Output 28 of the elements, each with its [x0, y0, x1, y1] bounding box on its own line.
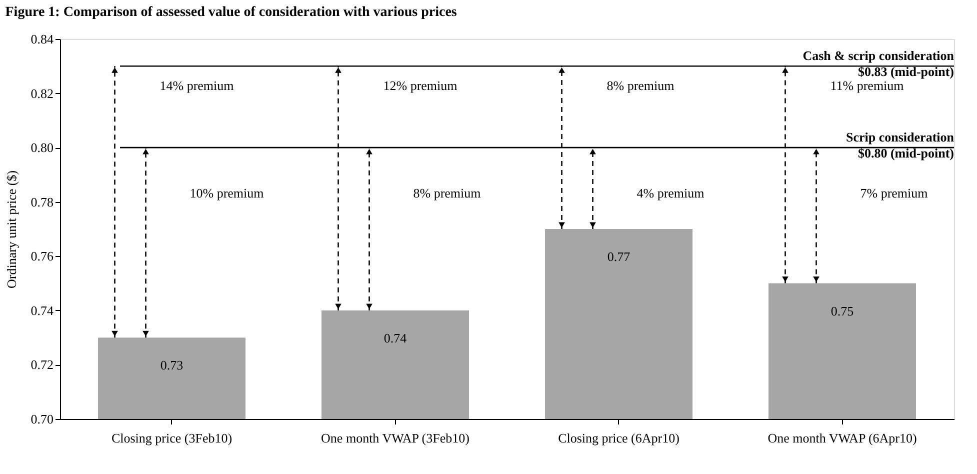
data-label: 0.75 — [830, 303, 854, 318]
annotation: 4% premium — [636, 186, 704, 201]
y-tick-label: 0.70 — [30, 412, 54, 426]
y-tick-label: 0.82 — [30, 86, 54, 101]
data-label: 0.77 — [607, 249, 631, 264]
x-tick-label: Closing price (3Feb10) — [111, 430, 232, 446]
y-tick-label: 0.74 — [30, 302, 54, 318]
annotation: 14% premium — [160, 78, 234, 94]
y-axis-title: Ordinary unit price ($) — [4, 170, 19, 289]
annotation: 11% premium — [830, 78, 904, 94]
x-tick-label: Closing price (6Apr10) — [558, 430, 680, 446]
ref-line-label: Scrip consideration $0.80 (mid-point) — [846, 130, 955, 161]
ref-line-label: Cash & scrip consideration $0.83 (mid-point) — [802, 48, 955, 80]
data-label: 0.73 — [160, 358, 184, 373]
x-tick-label: One month VWAP (3Feb10) — [321, 430, 470, 446]
x-tick-label: One month VWAP (6Apr10) — [768, 430, 917, 446]
chart-title: Figure 1: Comparison of assessed value of consideration with various prices — [5, 5, 458, 20]
annotation: 12% premium — [383, 78, 458, 94]
annotation: 7% premium — [860, 186, 928, 201]
y-tick-label: 0.80 — [30, 140, 54, 156]
annotation: 8% premium — [413, 186, 481, 201]
annotation: 10% premium — [190, 186, 264, 201]
data-label: 0.74 — [384, 330, 408, 346]
annotation: 8% premium — [606, 78, 674, 94]
y-tick-label: 0.72 — [30, 357, 54, 372]
y-tick-label: 0.76 — [30, 248, 54, 264]
y-tick-label: 0.78 — [30, 194, 54, 210]
y-tick-label: 0.84 — [30, 32, 54, 46]
